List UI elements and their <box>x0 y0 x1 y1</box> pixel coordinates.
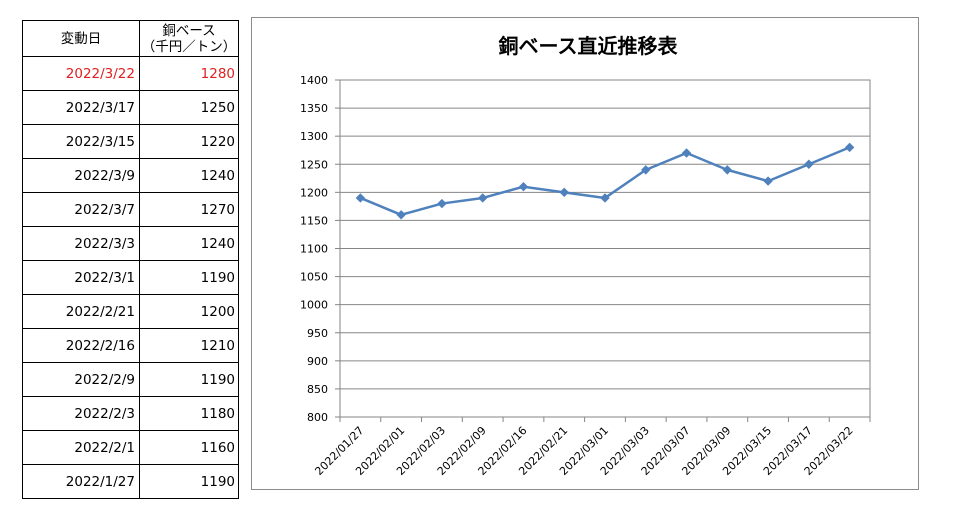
row-price: 1190 <box>139 260 239 295</box>
date-column-header: 変動日 <box>22 20 140 57</box>
row-date: 2022/3/17 <box>22 90 140 125</box>
data-point-marker <box>477 193 488 203</box>
y-tick-label: 850 <box>307 383 328 396</box>
price-header-line2: （千円／トン） <box>141 38 237 55</box>
data-point-marker <box>804 159 814 169</box>
data-point-marker <box>518 182 529 192</box>
line-chart: 銅ベース直近推移表 800 850 900 950 1000 1050 1100 1150 12… <box>300 34 871 478</box>
data-point-marker <box>763 176 773 186</box>
table-header-row: 変動日 銅ベース （千円／トン） <box>22 20 239 57</box>
table-row: 2022/3/22 1280 <box>22 56 239 91</box>
row-price: 1210 <box>139 328 239 363</box>
row-price: 1190 <box>139 464 239 499</box>
row-date: 2022/2/16 <box>22 328 140 363</box>
y-tick-label: 900 <box>307 355 328 368</box>
chart-area: 銅ベース直近推移表 800 850 900 950 1000 1050 1100 1150 12… <box>251 17 919 490</box>
y-tick-label: 1300 <box>300 130 328 143</box>
y-tick-label: 800 <box>307 411 328 424</box>
y-tick-label: 1150 <box>300 214 328 227</box>
y-tick-label: 1000 <box>300 299 328 312</box>
row-date: 2022/3/7 <box>22 192 140 227</box>
table-row: 2022/3/1 1190 <box>22 260 239 295</box>
data-point-marker <box>559 187 569 198</box>
y-tick-label: 950 <box>307 327 328 340</box>
row-price: 1160 <box>139 430 239 465</box>
row-price: 1240 <box>139 158 239 193</box>
data-point-marker <box>396 210 406 220</box>
price-column-header: 銅ベース （千円／トン） <box>139 20 239 57</box>
table-body: 2022/3/22 1280 2022/3/17 1250 2022/3/15 1220 2… <box>22 56 239 499</box>
row-price: 1270 <box>139 192 239 227</box>
price-header-line1: 銅ベース <box>162 22 216 39</box>
row-date: 2022/3/22 <box>22 56 140 91</box>
row-date: 2022/2/3 <box>22 396 140 431</box>
y-tick-label: 1250 <box>300 158 328 171</box>
table-row: 2022/2/3 1180 <box>22 396 239 431</box>
table-row: 2022/3/17 1250 <box>22 90 239 125</box>
row-date: 2022/3/1 <box>22 260 140 295</box>
y-tick-label: 1200 <box>300 186 328 199</box>
row-price: 1280 <box>139 56 239 91</box>
row-price: 1180 <box>139 396 239 431</box>
row-date: 2022/3/15 <box>22 124 140 159</box>
data-point-marker <box>722 165 733 175</box>
table-row: 2022/3/15 1220 <box>22 124 239 159</box>
row-price: 1250 <box>139 90 239 125</box>
row-date: 2022/3/9 <box>22 158 140 193</box>
table-row: 2022/3/9 1240 <box>22 158 239 193</box>
row-price: 1190 <box>139 362 239 397</box>
data-point-marker <box>437 198 447 209</box>
data-point-marker <box>844 142 855 153</box>
data-point-marker <box>681 148 692 158</box>
data-point-marker <box>641 165 651 175</box>
y-tick-label: 1350 <box>300 102 328 115</box>
row-price: 1220 <box>139 124 239 159</box>
table-row: 2022/2/1 1160 <box>22 430 239 465</box>
row-date: 2022/2/9 <box>22 362 140 397</box>
price-table: 変動日 銅ベース （千円／トン） 2022/3/22 1280 2022/3/17 1… <box>22 20 239 499</box>
table-row: 2022/2/9 1190 <box>22 362 239 397</box>
table-row: 2022/1/27 1190 <box>22 464 239 499</box>
row-date: 2022/2/1 <box>22 430 140 465</box>
series-line <box>359 146 851 217</box>
chart-title: 銅ベース直近推移表 <box>499 34 679 58</box>
row-price: 1240 <box>139 226 239 261</box>
row-date: 2022/2/21 <box>22 294 140 329</box>
data-point-marker <box>355 193 366 203</box>
row-date: 2022/3/3 <box>22 226 140 261</box>
table-row: 2022/3/7 1270 <box>22 192 239 227</box>
data-point-marker <box>600 193 610 203</box>
table-row: 2022/2/16 1210 <box>22 328 239 363</box>
table-row: 2022/2/21 1200 <box>22 294 239 329</box>
row-price: 1200 <box>139 294 239 329</box>
table-row: 2022/3/3 1240 <box>22 226 239 261</box>
y-tick-label: 1400 <box>300 74 328 87</box>
y-tick-label: 1100 <box>300 243 328 256</box>
row-date: 2022/1/27 <box>22 464 140 499</box>
y-tick-label: 1050 <box>300 271 328 284</box>
